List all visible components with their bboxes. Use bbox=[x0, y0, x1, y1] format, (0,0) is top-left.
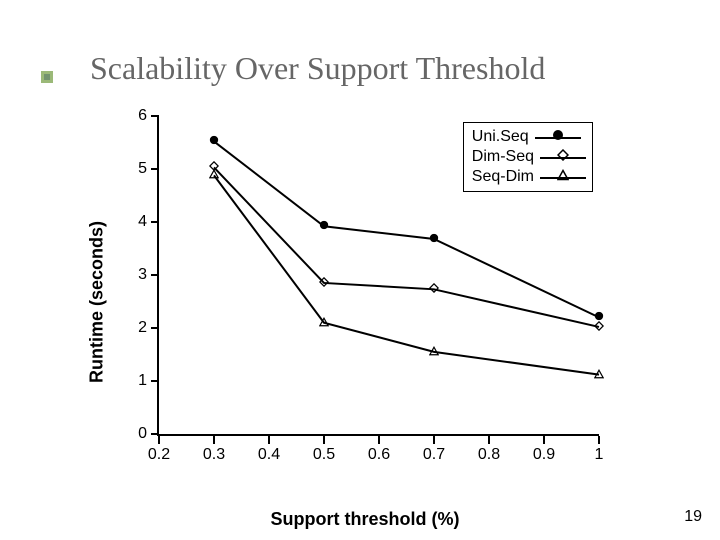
x-tick bbox=[378, 436, 380, 444]
data-point bbox=[429, 230, 439, 248]
data-point bbox=[594, 366, 604, 384]
data-point bbox=[209, 166, 219, 184]
x-tick-label: 0.7 bbox=[423, 446, 445, 464]
data-point bbox=[319, 217, 329, 235]
y-tick-label: 3 bbox=[138, 266, 147, 284]
x-tick-label: 0.8 bbox=[478, 446, 500, 464]
x-tick bbox=[433, 436, 435, 444]
x-tick-label: 0.6 bbox=[368, 446, 390, 464]
y-tick-label: 1 bbox=[138, 372, 147, 390]
y-tick bbox=[151, 433, 159, 435]
data-point bbox=[594, 318, 604, 336]
y-tick bbox=[151, 327, 159, 329]
x-tick-label: 0.4 bbox=[258, 446, 280, 464]
x-tick-label: 0.5 bbox=[313, 446, 335, 464]
title-bullet-icon bbox=[40, 70, 54, 84]
y-tick bbox=[151, 168, 159, 170]
x-axis-label: Support threshold (%) bbox=[271, 509, 460, 530]
data-point bbox=[319, 274, 329, 292]
x-tick bbox=[488, 436, 490, 444]
y-axis-label: Runtime (seconds) bbox=[87, 221, 108, 383]
x-tick bbox=[158, 436, 160, 444]
series-line bbox=[214, 167, 599, 327]
data-point bbox=[429, 280, 439, 298]
y-tick-label: 0 bbox=[138, 425, 147, 443]
plot-area: Uni.SeqDim-SeqSeq-Dim 01234560.20.30.40.… bbox=[157, 116, 599, 436]
y-tick bbox=[151, 274, 159, 276]
x-tick bbox=[268, 436, 270, 444]
slide-title: Scalability Over Support Threshold bbox=[90, 50, 545, 87]
x-tick bbox=[213, 436, 215, 444]
y-tick bbox=[151, 115, 159, 117]
data-point bbox=[319, 314, 329, 332]
x-tick-label: 0.9 bbox=[533, 446, 555, 464]
x-tick-label: 0.3 bbox=[203, 446, 225, 464]
data-point bbox=[429, 343, 439, 361]
x-tick bbox=[323, 436, 325, 444]
y-tick bbox=[151, 380, 159, 382]
x-tick bbox=[543, 436, 545, 444]
x-tick-label: 0.2 bbox=[148, 446, 170, 464]
series-layer bbox=[159, 116, 599, 434]
y-tick bbox=[151, 221, 159, 223]
data-point bbox=[209, 132, 219, 150]
line-chart: Runtime (seconds) Uni.SeqDim-SeqSeq-Dim … bbox=[115, 112, 615, 492]
page-number: 19 bbox=[684, 508, 702, 526]
x-tick-label: 1 bbox=[595, 446, 604, 464]
y-tick-label: 4 bbox=[138, 213, 147, 231]
y-tick-label: 5 bbox=[138, 160, 147, 178]
y-tick-label: 2 bbox=[138, 319, 147, 337]
x-tick bbox=[598, 436, 600, 444]
series-line bbox=[214, 175, 599, 374]
y-tick-label: 6 bbox=[138, 107, 147, 125]
